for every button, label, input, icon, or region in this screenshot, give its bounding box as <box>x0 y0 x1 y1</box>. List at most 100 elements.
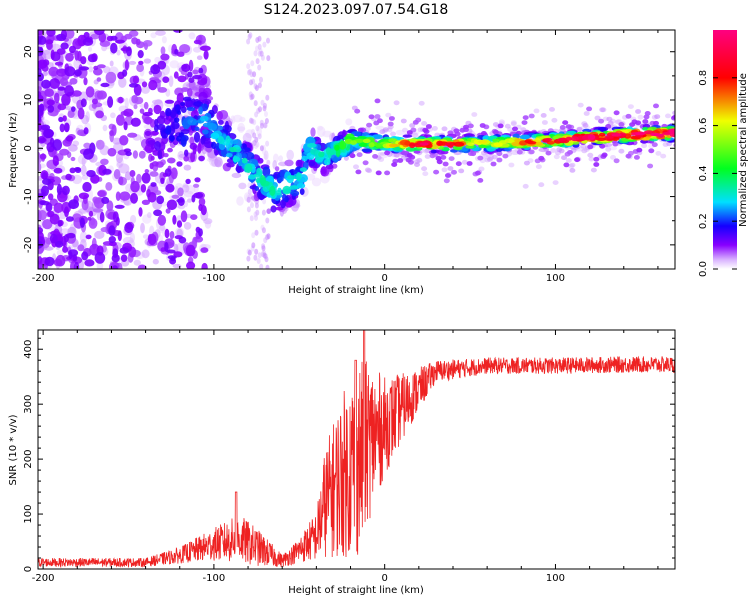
spectrogram-cell <box>69 78 78 85</box>
spectrogram-cell <box>81 251 89 261</box>
spectrogram-cell <box>147 192 157 203</box>
spectrogram-cell <box>43 128 54 139</box>
spectrogram-cell <box>77 244 85 252</box>
spectrogram-cell <box>170 167 178 180</box>
spectrogram-cell <box>262 105 267 112</box>
spectrogram-cell <box>305 173 316 181</box>
spectrogram-cell <box>203 50 209 60</box>
spectrogram-cell <box>453 141 465 147</box>
spectrogram-cell <box>165 183 175 193</box>
spectrogram-cell <box>105 182 113 191</box>
spectrogram-cell <box>418 100 425 106</box>
spectrogram-cell <box>637 114 644 120</box>
spectrogram-cell <box>186 261 196 269</box>
snr-xtick-label: -100 <box>203 573 226 584</box>
spectrogram-cell <box>138 150 146 159</box>
spectrogram-cell <box>492 122 499 127</box>
spectrogram-cell <box>59 123 65 133</box>
spectrogram-cell <box>167 255 177 260</box>
spectrogram-cell <box>57 86 66 91</box>
spectrogram-cell <box>176 220 183 228</box>
spectrogram-cell <box>249 117 253 124</box>
spectrogram-cell <box>334 144 340 151</box>
spectrogram-cell <box>138 60 144 65</box>
spectrogram-cell <box>164 99 175 104</box>
spectrogram-cell <box>466 161 473 166</box>
spectrogram-cell <box>193 131 201 143</box>
spectrogram-cell <box>440 155 447 160</box>
spectrogram-cell <box>38 263 43 269</box>
spectrogram-cell <box>89 142 96 155</box>
spectrogram-cell <box>180 210 188 223</box>
spectrogram-cell <box>216 111 223 121</box>
spectrogram-cell <box>284 159 294 167</box>
spectrogram-cell <box>183 155 189 162</box>
spectrogram-cell <box>117 96 124 104</box>
spectrogram-cell <box>78 66 90 71</box>
spectrogram-cell <box>255 141 260 148</box>
spectrogram-cell <box>165 208 171 214</box>
spectrogram-cell <box>470 151 477 157</box>
spectrogram-cell <box>118 163 130 174</box>
spectrogram-cell <box>112 248 119 258</box>
spectrogram-cell <box>131 94 139 104</box>
spectrogram-cell <box>354 108 361 114</box>
spectrogram-cell <box>618 148 625 154</box>
spectrogram-cell <box>384 150 391 156</box>
spectrogram-cell <box>113 169 121 180</box>
spectrogram-cell <box>226 162 235 168</box>
spectrogram-cell <box>181 63 191 72</box>
spectrogram-cell <box>48 193 54 201</box>
spectrogram-cell <box>599 143 606 149</box>
spectrogram-cell <box>132 150 138 159</box>
spectrogram-cell <box>672 110 675 116</box>
spectrogram-cell <box>126 46 132 57</box>
spectrogram-cell <box>278 155 284 162</box>
spectrogram-cell <box>249 215 254 222</box>
spectrogram-cell <box>54 92 60 104</box>
spectrogram-cell <box>154 124 159 133</box>
spectrogram-cell <box>83 142 91 149</box>
spectrogram-cell <box>216 125 224 131</box>
spectrogram-cell <box>232 156 241 163</box>
spectrogram-cell <box>253 254 258 261</box>
spectrogram-cell <box>102 124 108 132</box>
spectrogram-cell <box>123 121 128 131</box>
spectrogram-cell <box>274 166 280 172</box>
spectrogram-cell <box>46 99 56 106</box>
spectrogram-cell <box>655 151 662 156</box>
spectrogram-cell <box>326 147 331 156</box>
spectrogram-cell <box>384 170 391 176</box>
spectrogram-cell <box>474 170 481 176</box>
spectrogram-cell <box>50 51 61 62</box>
spectrogram-cell <box>127 132 138 138</box>
spectrogram-cell <box>81 175 89 180</box>
spectrogram-cell <box>94 230 105 239</box>
spectrogram-cell <box>265 264 270 269</box>
spectrogram-cell <box>179 44 191 54</box>
spectrogram-cell <box>68 249 79 257</box>
spectrogram-cell <box>118 176 124 186</box>
spectrogram-cell <box>112 265 118 269</box>
spectrogram-cell <box>141 172 151 184</box>
spectrogram-cell <box>101 196 110 204</box>
spectrogram-cell <box>588 156 595 162</box>
spectrogram-cell <box>162 76 170 83</box>
spectrogram-xtick-label: -100 <box>203 273 226 284</box>
spectrogram-cell <box>109 130 114 137</box>
spectrogram-cell <box>254 202 259 209</box>
spectrogram-cell <box>194 126 200 131</box>
spectrogram-cell <box>404 140 411 146</box>
snr-axes: -200 -100 0 100 0 100 200 300 400 <box>23 330 675 584</box>
spectrogram-cell <box>466 142 475 146</box>
spectrogram-cell <box>349 153 356 159</box>
spectrogram-cell <box>391 162 398 168</box>
spectrogram-cell <box>424 154 431 159</box>
spectrogram-cell <box>430 149 437 154</box>
spectrogram-cell <box>48 66 59 77</box>
spectrogram-cell <box>120 254 128 262</box>
spectrogram-cell <box>387 121 394 127</box>
spectrogram-cell <box>56 68 67 77</box>
spectrogram-cell <box>259 50 264 57</box>
spectrogram-cell <box>133 104 138 110</box>
